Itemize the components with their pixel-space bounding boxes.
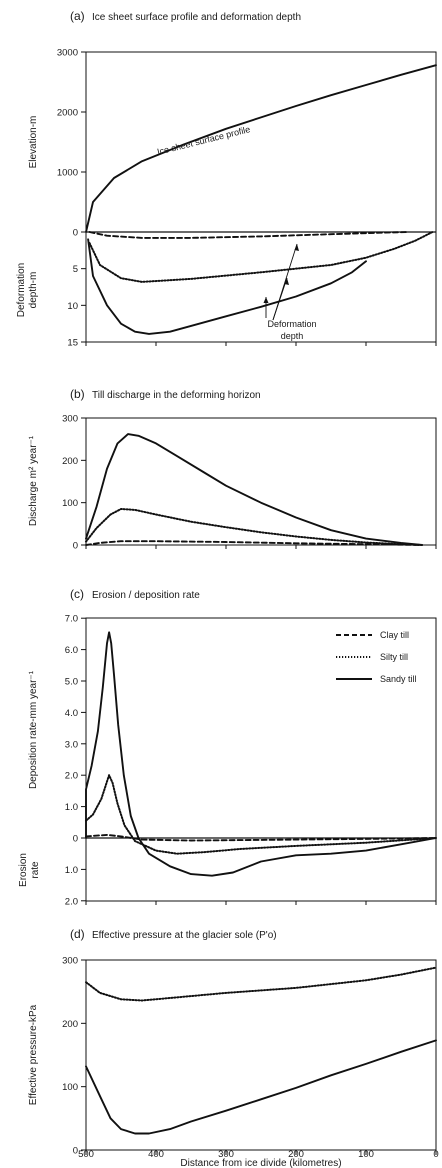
- panel-c-ylabel-upper: Deposition rate-mm year⁻¹: [28, 670, 39, 789]
- panel-a-frame: [85, 51, 437, 343]
- a-upper-ice-sheet-surface-profile-line: [85, 64, 437, 233]
- panel-d: (d) Effective pressure at the glacier so…: [28, 927, 439, 1168]
- panel-c-ylabel-lower-line2: rate: [30, 861, 41, 879]
- panel-a-ticks: 0 1000 2000 3000 5 10 15: [57, 48, 437, 349]
- panel-b-series: [85, 433, 423, 546]
- panel-b-frame: [85, 417, 437, 546]
- panel-b: (b) Till discharge in the deforming hori…: [28, 387, 437, 552]
- b-tick-300-label: 300: [62, 414, 78, 425]
- x-tick-label-0: 0: [433, 1149, 438, 1160]
- panel-b-title: Till discharge in the deforming horizon: [92, 390, 261, 401]
- c-tick-2-label: 2.0: [65, 771, 78, 782]
- c-tick-3-label: 3.0: [65, 739, 78, 750]
- x-tick-label-500: 500: [78, 1149, 94, 1160]
- annotation-arrowhead-1: [294, 244, 299, 251]
- panel-c-title: Erosion / deposition rate: [92, 590, 200, 601]
- a-lower-tick-15-label: 15: [67, 338, 78, 349]
- a-lower-tick-5-label: 5: [73, 264, 78, 275]
- panel-d-ticks: 0 100 200 300: [62, 956, 86, 1157]
- d-tick-200-label: 200: [62, 1019, 78, 1030]
- panel-a-lower-series: [87, 231, 434, 335]
- c-tick-neg2-label: 2.0: [65, 896, 78, 907]
- b-tick-100-label: 100: [62, 498, 78, 509]
- a-lower-clay-till-line: [88, 231, 409, 239]
- panel-c-ylabel-lower: Erosion rate: [18, 853, 41, 887]
- x-axis-ticks: 500 400 300 200 100 0: [78, 1149, 439, 1160]
- x-tick-label-200: 200: [288, 1149, 304, 1160]
- d-silty-till-line: [85, 966, 437, 1002]
- b-tick-0-label: 0: [73, 541, 78, 552]
- d-tick-0-label: 0: [73, 1146, 78, 1157]
- c-tick-6-label: 6.0: [65, 645, 78, 656]
- panel-c: (c) Erosion / deposition rate 7.0 6.0 5.0 4…: [18, 587, 437, 907]
- legend-label-clay-till: Clay till: [380, 630, 409, 640]
- panel-c-ticks: 7.0 6.0 5.0 4.0 3.0 2.0 1.0 0 1.0 2.0: [65, 614, 437, 907]
- panel-d-series: [85, 966, 437, 1135]
- b-tick-200-label: 200: [62, 456, 78, 467]
- c-tick-0-label: 0: [73, 834, 78, 845]
- d-tick-100-label: 100: [62, 1082, 78, 1093]
- panel-a-lower-ylabel-line2: depth-m: [28, 272, 39, 309]
- a-lower-sandy-till-line: [87, 238, 367, 335]
- deformation-depth-annotation: Deformation depth: [263, 243, 317, 341]
- b-sandy-till-line: [85, 433, 423, 546]
- x-tick-label-400: 400: [148, 1149, 164, 1160]
- a-lower-silty-till-line: [88, 231, 434, 283]
- panel-d-frame: [85, 959, 437, 1151]
- a-lower-tick-10-label: 10: [67, 301, 78, 312]
- panel-c-series: [85, 631, 437, 877]
- c-sandy-till-line: [85, 631, 437, 877]
- surface-profile-label: Ice sheet surface profile: [156, 124, 251, 157]
- d-tick-300-label: 300: [62, 956, 78, 967]
- x-tick-label-300: 300: [218, 1149, 234, 1160]
- b-silty-till-line: [85, 508, 423, 546]
- panel-b-ylabel: Discharge m² year⁻¹: [28, 435, 39, 526]
- a-upper-tick-2000-label: 2000: [57, 108, 78, 119]
- c-clay-till-line: [85, 833, 437, 842]
- panel-a-lower-ylabel-line1: Deformation: [16, 263, 27, 317]
- a-upper-tick-0-label: 0: [73, 228, 78, 239]
- annotation-arrow-2: [272, 277, 288, 321]
- annotation-arrowhead-2: [284, 278, 289, 285]
- panel-a-title: Ice sheet surface profile and deformatio…: [92, 12, 301, 23]
- c-tick-5-label: 5.0: [65, 677, 78, 688]
- panel-c-frame: [85, 617, 437, 902]
- c-silty-till-line: [85, 774, 437, 855]
- panel-a-upper-series: [85, 64, 437, 233]
- b-clay-till-line: [85, 540, 423, 546]
- a-upper-tick-1000-label: 1000: [57, 168, 78, 179]
- legend: Clay till Silty till Sandy till: [336, 630, 417, 684]
- x-axis-label: Distance from ice divide (kilometres): [180, 1158, 341, 1168]
- panel-b-letter: (b): [70, 387, 85, 401]
- legend-label-sandy-till: Sandy till: [380, 674, 417, 684]
- annotation-text-line1: Deformation: [267, 319, 316, 329]
- panel-c-ylabel-lower-line1: Erosion: [18, 853, 29, 887]
- legend-label-silty-till: Silty till: [380, 652, 408, 662]
- a-upper-tick-3000-label: 3000: [57, 48, 78, 59]
- panel-d-title: Effective pressure at the glacier sole (…: [92, 930, 277, 941]
- d-sandy-till-line: [85, 1039, 437, 1135]
- c-tick-7-label: 7.0: [65, 614, 78, 625]
- c-tick-1-label: 1.0: [65, 802, 78, 813]
- panel-d-ylabel: Effective pressure-kPa: [28, 1004, 39, 1105]
- panel-d-letter: (d): [70, 927, 85, 941]
- c-tick-neg1-label: 1.0: [65, 865, 78, 876]
- annotation-text-line2: depth: [281, 331, 304, 341]
- panel-a-lower-ylabel: Deformation depth-m: [16, 263, 39, 317]
- annotation-arrowhead-3: [263, 297, 269, 303]
- c-tick-4-label: 4.0: [65, 708, 78, 719]
- x-tick-label-100: 100: [358, 1149, 374, 1160]
- panel-c-letter: (c): [70, 587, 84, 601]
- panel-a: (a) Ice sheet surface profile and deform…: [16, 9, 437, 349]
- panel-a-upper-ylabel: Elevation-m: [28, 116, 39, 169]
- panel-a-letter: (a): [70, 9, 85, 23]
